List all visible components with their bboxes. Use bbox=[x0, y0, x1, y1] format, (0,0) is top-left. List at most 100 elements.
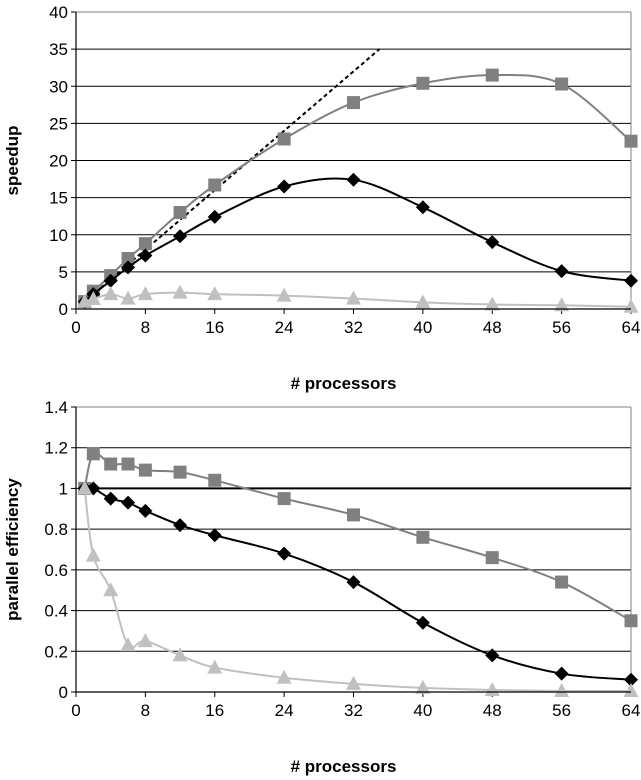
data-point-diamond bbox=[207, 528, 222, 543]
data-point-triangle bbox=[120, 637, 136, 652]
data-point-square bbox=[624, 614, 638, 628]
data-point-triangle bbox=[484, 296, 500, 311]
y-tick-label: 1 bbox=[59, 479, 68, 498]
data-point-square bbox=[277, 132, 291, 146]
y-tick-label: 20 bbox=[49, 152, 68, 171]
data-point-triangle bbox=[554, 297, 570, 312]
data-point-triangle bbox=[85, 547, 101, 562]
series-1 bbox=[78, 447, 638, 628]
x-tick-label: 56 bbox=[552, 318, 571, 337]
data-point-diamond bbox=[554, 666, 569, 681]
data-point-square bbox=[485, 68, 499, 82]
data-point-diamond bbox=[173, 229, 188, 244]
data-point-triangle bbox=[137, 286, 153, 301]
data-point-triangle bbox=[554, 682, 570, 697]
y-tick-label: 1.2 bbox=[44, 439, 68, 458]
x-axis-title: # processors bbox=[291, 374, 397, 393]
data-point-triangle bbox=[120, 290, 136, 305]
y-tick-label: 0.8 bbox=[44, 520, 68, 539]
data-point-diamond bbox=[277, 179, 292, 194]
data-point-diamond bbox=[485, 648, 500, 663]
x-tick-label: 64 bbox=[622, 318, 641, 337]
series-2 bbox=[77, 481, 638, 687]
data-point-square bbox=[104, 457, 118, 471]
speedup-chart: 0 5 10 15 20 25 30 35 40 0 8 16 24 32 40 48 56 64 # proces… bbox=[3, 3, 640, 393]
data-point-diamond bbox=[624, 672, 638, 687]
y-tick-label: 0.4 bbox=[44, 602, 68, 621]
data-point-square bbox=[208, 178, 222, 192]
data-point-triangle bbox=[623, 682, 639, 697]
data-point-triangle bbox=[103, 286, 119, 301]
y-tick-label: 35 bbox=[49, 40, 68, 59]
data-point-square bbox=[173, 205, 187, 219]
data-point-diamond bbox=[346, 172, 361, 187]
x-tick-label: 24 bbox=[275, 701, 294, 720]
x-tick-label: 40 bbox=[413, 701, 432, 720]
series-2 bbox=[77, 172, 638, 309]
data-point-square bbox=[208, 473, 222, 487]
data-point-diamond bbox=[103, 491, 118, 506]
series-line bbox=[83, 452, 632, 622]
data-point-diamond bbox=[554, 264, 569, 279]
data-point-diamond bbox=[138, 503, 153, 518]
data-point-diamond bbox=[121, 495, 136, 510]
y-tick-label: 15 bbox=[49, 189, 68, 208]
x-tick-label: 0 bbox=[71, 701, 80, 720]
data-point-square bbox=[485, 551, 499, 565]
y-tick-label: 0 bbox=[59, 300, 68, 319]
data-point-square bbox=[86, 447, 100, 461]
data-point-square bbox=[173, 465, 187, 479]
data-point-triangle bbox=[103, 582, 119, 597]
data-point-triangle bbox=[276, 669, 292, 684]
data-point-triangle bbox=[415, 679, 431, 694]
data-point-square bbox=[347, 508, 360, 522]
data-point-diamond bbox=[138, 248, 153, 263]
data-point-triangle bbox=[276, 287, 292, 302]
data-point-square bbox=[121, 457, 135, 471]
y-tick-label: 0 bbox=[59, 683, 68, 702]
y-tick-label: 5 bbox=[59, 263, 68, 282]
data-point-diamond bbox=[346, 575, 361, 590]
efficiency-chart: 0 0.2 0.4 0.6 0.8 1 1.2 1.4 0 8 16 24 32 40 48 56 64 # pr… bbox=[3, 398, 640, 776]
x-tick-label: 32 bbox=[344, 318, 363, 337]
data-point-square bbox=[416, 76, 430, 90]
data-point-triangle bbox=[85, 290, 101, 305]
data-point-triangle bbox=[77, 480, 93, 495]
y-axis-title: speedup bbox=[3, 126, 22, 196]
data-point-square bbox=[277, 492, 291, 506]
data-point-square bbox=[138, 463, 152, 477]
data-point-triangle bbox=[346, 675, 361, 690]
x-tick-label: 8 bbox=[141, 318, 150, 337]
y-tick-label: 25 bbox=[49, 114, 68, 133]
data-point-diamond bbox=[173, 518, 188, 533]
x-tick-label: 16 bbox=[205, 318, 224, 337]
data-point-square bbox=[416, 530, 430, 544]
data-point-triangle bbox=[415, 294, 431, 309]
data-point-triangle bbox=[207, 286, 223, 301]
x-tick-label: 0 bbox=[71, 318, 80, 337]
data-point-square bbox=[555, 575, 569, 589]
x-tick-label: 40 bbox=[413, 318, 432, 337]
x-tick-label: 64 bbox=[622, 701, 641, 720]
data-point-diamond bbox=[121, 260, 136, 275]
x-tick-label: 48 bbox=[483, 701, 502, 720]
data-point-diamond bbox=[624, 273, 638, 288]
data-point-triangle bbox=[346, 290, 361, 305]
data-point-triangle bbox=[172, 284, 188, 299]
data-point-square bbox=[121, 252, 135, 266]
data-point-diamond bbox=[103, 273, 118, 288]
data-point-diamond bbox=[415, 615, 430, 630]
data-point-square bbox=[347, 96, 360, 110]
x-tick-label: 16 bbox=[205, 701, 224, 720]
y-axis-title: parallel efficiency bbox=[3, 478, 22, 621]
data-point-triangle bbox=[207, 659, 223, 674]
data-point-diamond bbox=[485, 235, 500, 250]
y-tick-label: 0.2 bbox=[44, 642, 68, 661]
data-point-diamond bbox=[415, 200, 430, 215]
y-tick-label: 10 bbox=[49, 226, 68, 245]
y-tick-label: 40 bbox=[49, 3, 68, 22]
data-point-diamond bbox=[277, 546, 292, 561]
x-tick-label: 24 bbox=[275, 318, 294, 337]
data-point-triangle bbox=[172, 647, 188, 662]
